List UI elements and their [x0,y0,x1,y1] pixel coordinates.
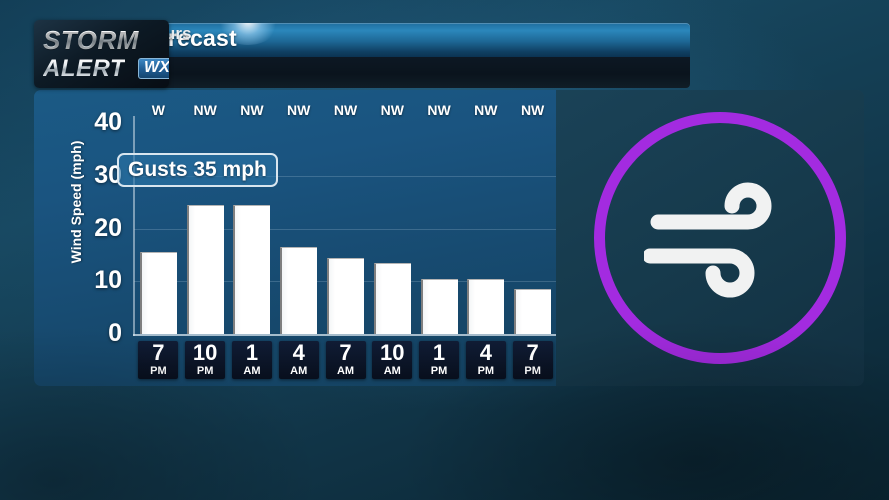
time-label-chip: 4 AM [278,341,319,379]
y-axis-tick-0: 0 [108,319,122,347]
time-meridiem: AM [290,365,308,377]
time-meridiem: PM [196,365,214,377]
y-axis-line [133,116,135,336]
time-meridiem: AM [383,365,401,377]
time-meridiem: AM [336,365,355,377]
time-hour: 10 [192,341,218,365]
time-hour: 4 [292,341,305,365]
wind-direction-label: NW [380,102,404,118]
bar [467,278,505,334]
time-hour: 7 [339,341,352,365]
time-label-chip: 7 PM [512,341,553,379]
wind-direction-label: W [151,102,165,118]
wind-direction-label: NW [240,102,264,118]
bar [420,278,458,334]
bar [373,262,411,334]
time-hour: 4 [479,341,492,365]
time-meridiem: PM [477,365,495,377]
logo-storm-text: STORM [43,25,139,55]
time-hour: 7 [152,341,165,365]
title-bar [160,23,690,57]
wind-direction-label: NW [520,102,545,118]
time-label-chip: 1 PM [419,341,460,379]
x-axis-line [133,334,556,336]
time-meridiem: PM [150,365,167,377]
time-hour: 7 [526,341,539,365]
time-hour: 1 [245,341,259,365]
y-axis-tick-10: 10 [94,266,122,295]
wind-direction-label: NW [474,102,498,118]
bar [514,289,552,334]
wind-icon [594,112,846,364]
wind-icon-glyph [644,182,772,298]
logo-wx-badge: WX [138,58,169,79]
bar [280,246,318,334]
time-label-chip: 1 AM [231,341,272,379]
title-bar-glare [216,23,280,45]
y-axis-label: Wind Speed (mph) [68,140,84,264]
y-axis-tick-30: 30 [94,160,122,189]
gridline-20 [134,228,556,230]
storm-alert-logo: STORM ALERT WX [34,20,169,88]
subtitle-bar [160,57,690,88]
wind-direction-label: NW [193,102,217,118]
chart-panel-background [34,90,556,386]
time-hour: 10 [380,341,405,365]
time-label-chip: 10 AM [372,341,413,379]
time-meridiem: PM [430,365,448,377]
gusts-callout: Gusts 35 mph [117,153,278,187]
time-meridiem: AM [243,365,261,377]
bar [186,204,224,334]
bar [233,204,271,334]
y-axis-tick-40: 40 [94,108,122,136]
time-label-chip: 7 AM [325,341,366,379]
wind-direction-label: NW [287,102,311,118]
time-hour: 1 [432,341,446,365]
bar [327,257,364,334]
wind-speed-bar-chart: Wind Speed (mph) 0 10 20 30 40 W NW NW NW NW NW NW… [34,90,556,386]
logo-alert-text: ALERT [43,55,126,82]
wind-icon-ring [594,112,846,364]
wind-direction-label: NW [333,102,358,118]
time-meridiem: PM [524,365,541,377]
gridline-30 [134,175,556,177]
time-label-chip: 4 PM [465,341,506,379]
y-axis-tick-20: 20 [94,213,122,242]
header: Wind Forecast Next 24 Hours STORM ALERT … [34,20,690,88]
time-label-chip: 10 PM [185,341,226,379]
time-label-chip: 7 PM [138,341,179,379]
bar [139,252,177,334]
wind-direction-label: NW [427,102,451,118]
